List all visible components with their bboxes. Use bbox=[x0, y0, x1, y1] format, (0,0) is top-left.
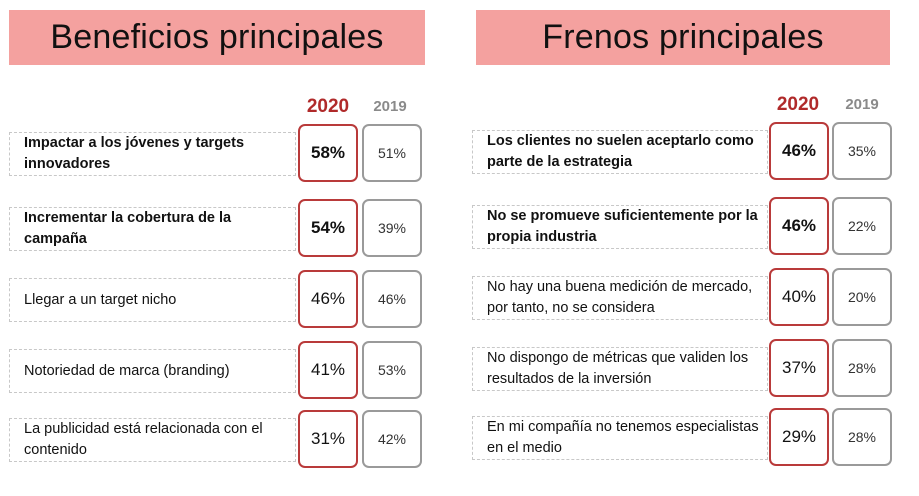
beneficio-value-2019: 46% bbox=[362, 270, 422, 328]
beneficio-value-2019: 51% bbox=[362, 124, 422, 182]
freno-value-2019: 28% bbox=[832, 339, 892, 397]
beneficio-row: Llegar a un target nicho 46% 46% bbox=[0, 270, 460, 330]
freno-label: No se promueve suficientemente por la pr… bbox=[472, 205, 768, 249]
freno-value-2020: 46% bbox=[769, 197, 829, 255]
freno-row: En mi compañía no tenemos especialistas … bbox=[460, 408, 919, 468]
beneficio-value-2019: 39% bbox=[362, 199, 422, 257]
beneficios-title: Beneficios principales bbox=[9, 10, 425, 65]
frenos-header-2020: 2020 bbox=[776, 94, 820, 115]
beneficio-value-2019: 53% bbox=[362, 341, 422, 399]
beneficio-row: Notoriedad de marca (branding) 41% 53% bbox=[0, 341, 460, 401]
freno-row: Los clientes no suelen aceptarlo como pa… bbox=[460, 122, 919, 182]
beneficio-label: Notoriedad de marca (branding) bbox=[9, 349, 296, 393]
frenos-header-2019: 2019 bbox=[845, 96, 879, 113]
beneficios-header-2020: 2020 bbox=[306, 96, 350, 117]
freno-label: No dispongo de métricas que validen los … bbox=[472, 347, 768, 391]
beneficio-value-2020: 41% bbox=[298, 341, 358, 399]
freno-value-2019: 22% bbox=[832, 197, 892, 255]
beneficio-row: Impactar a los jóvenes y targets innovad… bbox=[0, 124, 460, 184]
beneficios-panel: Beneficios principales 2020 2019 Impacta… bbox=[0, 10, 460, 470]
beneficio-value-2019: 42% bbox=[362, 410, 422, 468]
beneficio-label: Llegar a un target nicho bbox=[9, 278, 296, 322]
frenos-title: Frenos principales bbox=[476, 10, 890, 65]
beneficio-value-2020: 46% bbox=[298, 270, 358, 328]
freno-row: No dispongo de métricas que validen los … bbox=[460, 339, 919, 399]
beneficio-label: Impactar a los jóvenes y targets innovad… bbox=[9, 132, 296, 176]
freno-row: No se promueve suficientemente por la pr… bbox=[460, 197, 919, 257]
freno-row: No hay una buena medición de mercado, po… bbox=[460, 268, 919, 328]
beneficio-value-2020: 58% bbox=[298, 124, 358, 182]
beneficio-label: Incrementar la cobertura de la campaña bbox=[9, 207, 296, 251]
beneficio-row: Incrementar la cobertura de la campaña 54… bbox=[0, 199, 460, 259]
beneficio-value-2020: 31% bbox=[298, 410, 358, 468]
beneficios-header-2019: 2019 bbox=[373, 98, 407, 115]
freno-label: En mi compañía no tenemos especialistas … bbox=[472, 416, 768, 460]
freno-label: Los clientes no suelen aceptarlo como pa… bbox=[472, 130, 768, 174]
freno-value-2019: 28% bbox=[832, 408, 892, 466]
beneficio-value-2020: 54% bbox=[298, 199, 358, 257]
frenos-panel: Frenos principales 2020 2019 Los cliente… bbox=[460, 0, 919, 496]
freno-value-2019: 35% bbox=[832, 122, 892, 180]
freno-label: No hay una buena medición de mercado, po… bbox=[472, 276, 768, 320]
freno-value-2020: 46% bbox=[769, 122, 829, 180]
freno-value-2020: 37% bbox=[769, 339, 829, 397]
freno-value-2020: 40% bbox=[769, 268, 829, 326]
beneficio-label: La publicidad está relacionada con el co… bbox=[9, 418, 296, 462]
freno-value-2020: 29% bbox=[769, 408, 829, 466]
freno-value-2019: 20% bbox=[832, 268, 892, 326]
beneficio-row: La publicidad está relacionada con el co… bbox=[0, 410, 460, 470]
